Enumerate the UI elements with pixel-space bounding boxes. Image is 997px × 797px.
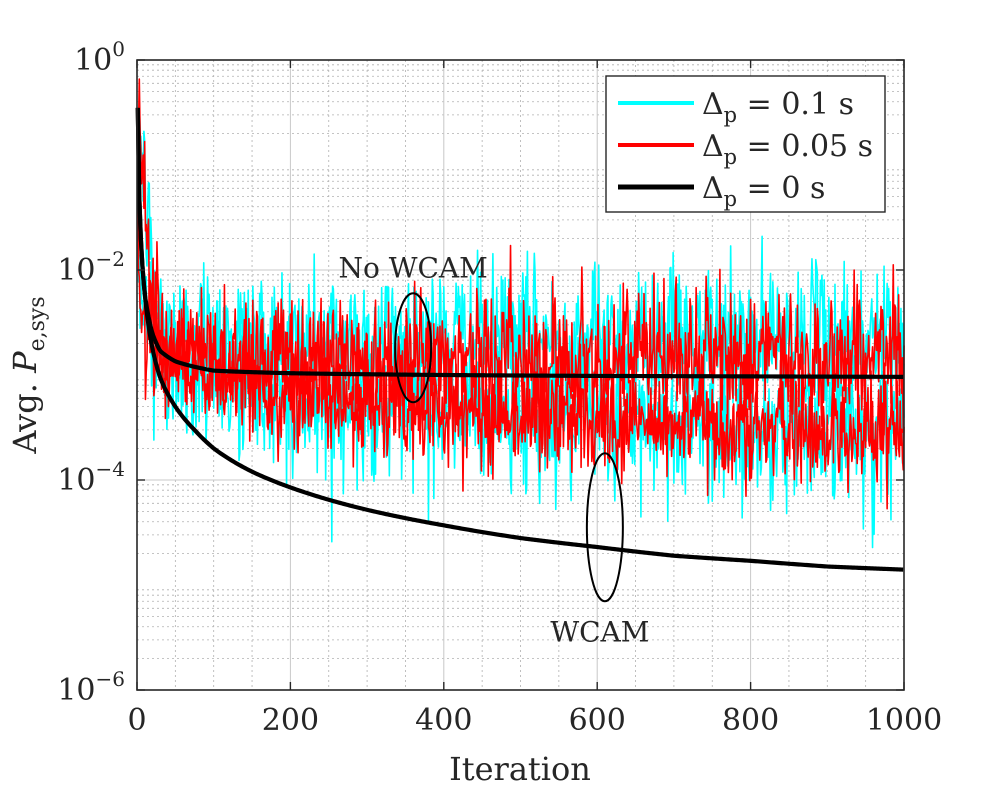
legend-value: = 0 s — [737, 171, 825, 206]
plot-frame — [136, 59, 905, 691]
no-wcam-label: No WCAM — [338, 251, 487, 284]
legend-symbol: Δ — [702, 171, 724, 206]
y-tick-label: 10−6 — [57, 667, 125, 708]
y-axis-label-prefix: Avg. — [6, 373, 44, 455]
legend-symbol: Δ — [702, 87, 724, 122]
y-tick-label-exponent: −2 — [96, 247, 125, 271]
y-axis-label-symbol: P — [6, 351, 44, 374]
x-tick-label: 200 — [262, 703, 319, 738]
y-tick-label-base: 10 — [74, 43, 112, 78]
legend-subscript: p — [724, 145, 737, 169]
series-line-delta-0.05-no-wcam — [136, 78, 905, 469]
no-wcam-ellipse — [394, 292, 433, 404]
y-tick-label-base: 10 — [57, 253, 95, 288]
legend-label-delta-0: Δp = 0 s — [702, 171, 825, 211]
y-axis-label-subscript: e,sys — [25, 296, 50, 351]
y-tick-label: 100 — [74, 37, 125, 78]
series-line-delta-0-wcam — [135, 107, 904, 572]
series-line-delta-0-no-wcam — [135, 107, 904, 379]
legend-label-delta-0.05: Δp = 0.05 s — [702, 129, 873, 169]
y-axis-label: Avg. Pe,sys — [6, 296, 50, 454]
y-tick-label: 10−2 — [57, 247, 125, 288]
y-tick-label-exponent: −6 — [96, 667, 125, 691]
legend-subscript: p — [724, 103, 737, 127]
y-tick-label: 10−4 — [57, 457, 125, 498]
legend-label-delta-0.1: Δp = 0.1 s — [702, 87, 854, 127]
wcam-ellipse — [585, 452, 624, 603]
x-tick-label: 800 — [722, 703, 779, 738]
series-line-delta-0.05-wcam — [136, 107, 905, 510]
legend-value: = 0.05 s — [737, 129, 873, 164]
x-tick-label: 600 — [569, 703, 626, 738]
y-tick-label-base: 10 — [57, 673, 95, 708]
y-tick-label-base: 10 — [57, 463, 95, 498]
series-layer — [135, 78, 905, 572]
x-tick-label: 1000 — [866, 703, 942, 738]
x-tick-label: 400 — [415, 703, 472, 738]
x-axis-label: Iteration — [449, 750, 591, 788]
y-tick-label-exponent: −4 — [96, 457, 125, 481]
annotation-layer: No WCAM WCAM — [338, 251, 649, 648]
y-tick-label-exponent: 0 — [112, 37, 125, 61]
legend: Δp = 0.1 sΔp = 0.05 sΔp = 0 s — [605, 75, 886, 213]
wcam-label: WCAM — [550, 615, 649, 648]
legend-symbol: Δ — [702, 129, 724, 164]
x-tick-label: 0 — [127, 703, 146, 738]
legend-value: = 0.1 s — [737, 87, 854, 122]
legend-subscript: p — [724, 187, 737, 211]
